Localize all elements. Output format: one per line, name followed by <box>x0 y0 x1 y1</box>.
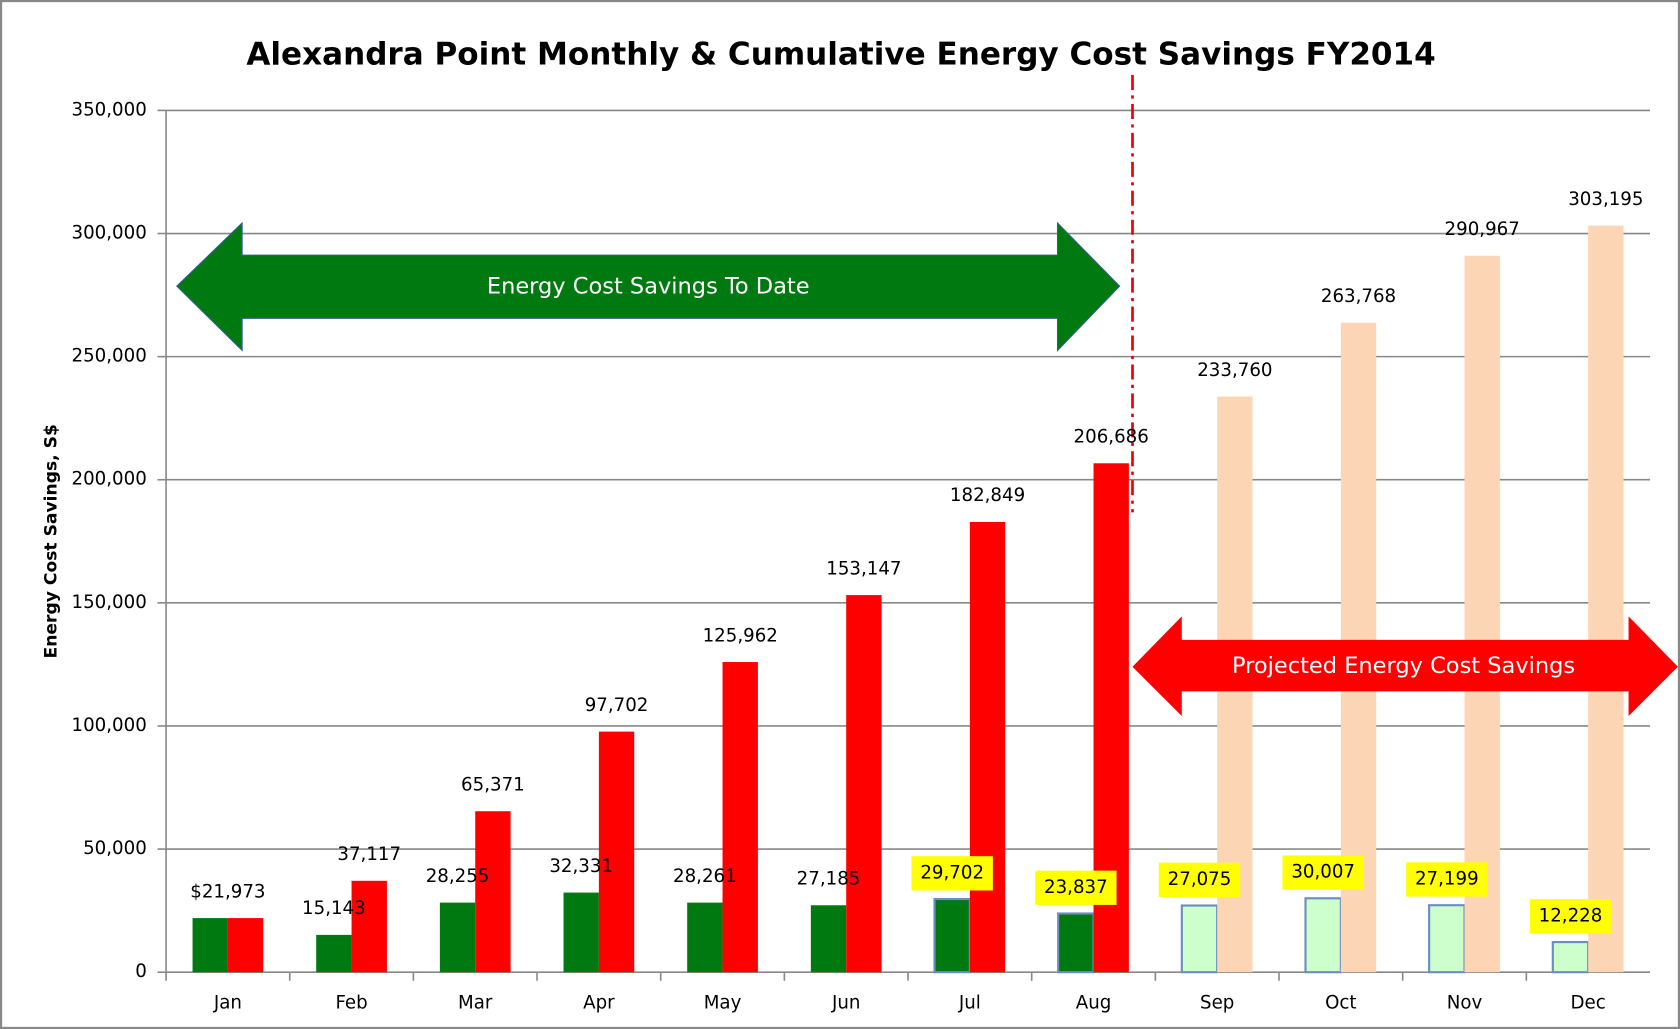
bar <box>598 731 635 973</box>
bar <box>722 662 758 973</box>
data-label: 27,075 <box>1168 869 1232 890</box>
data-label: 65,371 <box>461 775 525 796</box>
data-label: 27,199 <box>1415 868 1479 889</box>
bar <box>475 811 511 973</box>
data-label: 97,702 <box>585 695 649 716</box>
label-highlight <box>1035 870 1117 905</box>
y-axis-label: Energy Cost Savings, S$ <box>41 424 61 658</box>
y-tick-label: 150,000 <box>72 592 147 613</box>
bar <box>1551 941 1590 974</box>
x-tick-label: Nov <box>1447 992 1483 1013</box>
bar <box>563 892 599 973</box>
x-tick-label: Jan <box>213 992 242 1013</box>
x-tick-label: Dec <box>1571 992 1606 1013</box>
bar <box>316 934 352 973</box>
data-label: 263,768 <box>1321 286 1396 307</box>
data-label: 290,967 <box>1445 219 1520 240</box>
x-tick-label: Oct <box>1325 992 1356 1013</box>
data-label: 27,185 <box>797 869 861 890</box>
label-highlight <box>1282 855 1364 890</box>
data-label: 303,195 <box>1568 189 1643 210</box>
data-label: 182,849 <box>950 485 1025 506</box>
data-label: 15,143 <box>302 898 366 919</box>
data-label: 206,686 <box>1074 427 1149 448</box>
data-label: 28,261 <box>673 866 737 887</box>
label-highlight <box>1158 862 1241 897</box>
x-tick-label: Mar <box>458 992 493 1013</box>
data-label: 29,702 <box>920 862 984 883</box>
to-date-arrow <box>176 221 1121 352</box>
data-label: 233,760 <box>1197 360 1272 381</box>
label-highlight <box>1406 862 1488 897</box>
x-tick-label: Feb <box>335 992 367 1013</box>
y-tick-label: 250,000 <box>72 346 147 367</box>
data-label: 32,331 <box>549 856 613 877</box>
bar <box>969 521 1006 973</box>
bar <box>810 905 847 973</box>
y-tick-label: 100,000 <box>72 715 147 736</box>
bar <box>1180 904 1219 974</box>
data-label: 23,837 <box>1044 877 1108 898</box>
bar <box>1304 897 1342 974</box>
bar <box>439 902 476 973</box>
y-tick-label: 200,000 <box>72 469 147 490</box>
data-label: 28,255 <box>426 866 490 887</box>
data-label: 125,962 <box>703 625 778 646</box>
y-tick-label: 0 <box>135 961 147 982</box>
y-tick-label: 300,000 <box>72 223 147 244</box>
label-highlight <box>911 856 993 891</box>
x-tick-label: Sep <box>1200 992 1234 1013</box>
x-tick-label: May <box>704 992 742 1013</box>
y-tick-label: 50,000 <box>83 838 147 859</box>
x-tick-label: Apr <box>583 992 615 1013</box>
data-label: 37,117 <box>337 844 401 865</box>
bar <box>351 880 387 973</box>
label-highlight <box>1529 899 1612 934</box>
annotation: Energy Cost Savings To Date <box>487 274 810 300</box>
y-tick-label: 350,000 <box>72 99 147 120</box>
bar <box>1464 255 1500 973</box>
bar <box>1428 904 1466 974</box>
bar <box>933 897 971 974</box>
x-tick-label: Jul <box>958 992 981 1013</box>
annotation: Projected Energy Cost Savings <box>1232 653 1575 679</box>
bar <box>192 918 228 973</box>
data-label: 153,147 <box>826 558 901 579</box>
bar <box>1057 912 1095 974</box>
bar <box>227 918 264 973</box>
data-label: 30,007 <box>1291 862 1355 883</box>
projected-arrow <box>1132 616 1678 717</box>
chart-title: Alexandra Point Monthly & Cumulative Ene… <box>246 37 1435 73</box>
x-tick-label: Aug <box>1076 992 1112 1013</box>
bar <box>846 595 882 973</box>
data-label: 12,228 <box>1539 905 1603 926</box>
x-tick-label: Jun <box>831 992 860 1013</box>
bar <box>687 902 723 973</box>
bar <box>1588 225 1624 973</box>
data-label: $21,973 <box>190 881 265 902</box>
